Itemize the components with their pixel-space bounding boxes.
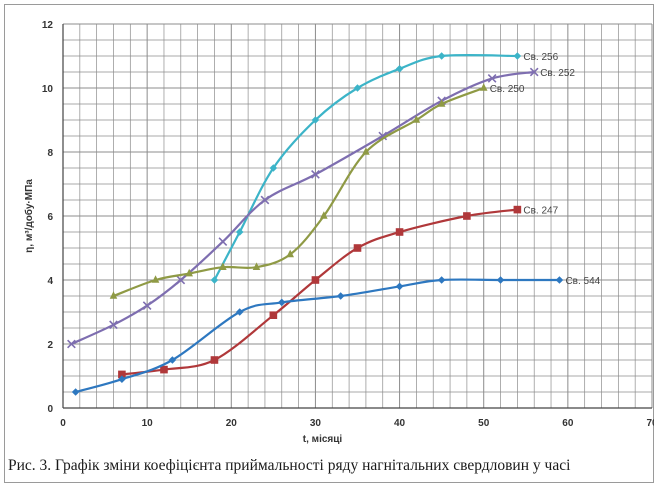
data-point-544: [336, 292, 345, 300]
figure-frame: [4, 4, 654, 483]
series-label-544: Св. 544: [565, 276, 600, 287]
data-point-252: [260, 195, 270, 205]
series-label-252: Св. 252: [540, 68, 575, 79]
data-point-247: [269, 311, 278, 319]
data-point-250: [320, 211, 328, 219]
series-544: Св. 544: [71, 276, 601, 396]
data-point-247: [311, 276, 320, 284]
data-point-247: [513, 205, 522, 214]
data-point-252: [176, 275, 186, 285]
data-point-250: [185, 268, 194, 277]
data-point-256: [395, 65, 404, 73]
series-label-250: Св. 250: [490, 84, 525, 95]
series-252: Св. 252: [67, 67, 575, 349]
data-point-247: [395, 228, 404, 236]
y-tick-label: 8: [47, 148, 53, 159]
data-point-250: [479, 83, 488, 91]
data-point-250: [219, 262, 227, 270]
x-tick-label: 60: [562, 418, 574, 429]
series-247: Св. 247: [118, 205, 559, 379]
data-point-544: [235, 308, 244, 316]
y-tick-label: 0: [47, 404, 53, 415]
line-chart: 0 2 4 6 8 10 12 0 10 20 30 40 50 60 70 t, місяці η, м³/д…: [23, 20, 658, 445]
data-point-252: [487, 74, 497, 83]
y-tick-label: 6: [47, 212, 53, 223]
chart-area: 0 2 4 6 8 10 12 0 10 20 30 40 50 60 70 t, місяці η, м³/д…: [4, 4, 658, 450]
x-tick-label: 70: [646, 418, 654, 429]
data-point-250: [437, 99, 446, 107]
data-point-256: [311, 116, 320, 124]
data-point-256: [353, 84, 362, 92]
data-point-256: [513, 52, 522, 60]
data-point-544: [118, 375, 126, 383]
data-point-544: [496, 276, 505, 284]
data-point-256: [437, 52, 446, 60]
data-point-247: [463, 212, 471, 220]
data-point-252: [142, 301, 152, 310]
data-point-252: [378, 131, 388, 141]
y-tick-label: 10: [42, 84, 54, 95]
data-point-252: [67, 339, 76, 349]
data-point-250: [286, 249, 294, 258]
series-label-247: Св. 247: [523, 206, 558, 217]
y-tick-label: 12: [42, 20, 54, 31]
series-line-544: [75, 278, 560, 394]
data-point-252: [311, 170, 320, 179]
data-point-252: [218, 237, 228, 246]
y-axis-title: η, м³/добу·МПа: [23, 179, 35, 253]
x-tick-label: 20: [226, 418, 238, 429]
x-tick-label: 10: [142, 418, 154, 429]
series-250: Св. 250: [109, 83, 525, 299]
series-line-252: [70, 70, 535, 346]
data-point-250: [151, 275, 160, 283]
x-tick-label: 0: [60, 418, 66, 429]
data-point-250: [109, 291, 118, 299]
data-point-544: [437, 276, 446, 284]
series-label-256: Св. 256: [523, 52, 558, 63]
data-point-247: [160, 365, 168, 374]
data-point-544: [555, 276, 564, 284]
y-tick-label: 2: [47, 340, 53, 351]
data-point-256: [210, 276, 219, 284]
data-point-252: [109, 320, 118, 330]
x-tick-label: 40: [394, 418, 406, 429]
series-256: Св. 256: [210, 52, 559, 284]
data-point-250: [252, 262, 261, 270]
data-point-256: [269, 164, 278, 172]
data-point-256: [235, 228, 244, 236]
data-point-250: [412, 115, 421, 123]
data-point-544: [277, 298, 286, 307]
data-point-247: [118, 370, 126, 379]
data-point-247: [210, 356, 219, 364]
data-point-252: [529, 67, 539, 77]
figure-caption: Рис. 3. Графік зміни коефіцієнта приймал…: [8, 457, 571, 474]
x-tick-label: 30: [310, 418, 322, 429]
data-point-544: [168, 356, 177, 364]
grid-lines: [62, 23, 653, 409]
series-line-247: [121, 208, 518, 376]
data-point-544: [395, 282, 404, 291]
x-axis-title: t, місяці: [303, 434, 343, 445]
data-point-247: [353, 244, 362, 252]
data-point-250: [362, 147, 370, 155]
x-tick-label: 50: [478, 418, 490, 429]
data-point-544: [71, 388, 80, 396]
y-tick-label: 4: [47, 276, 53, 287]
